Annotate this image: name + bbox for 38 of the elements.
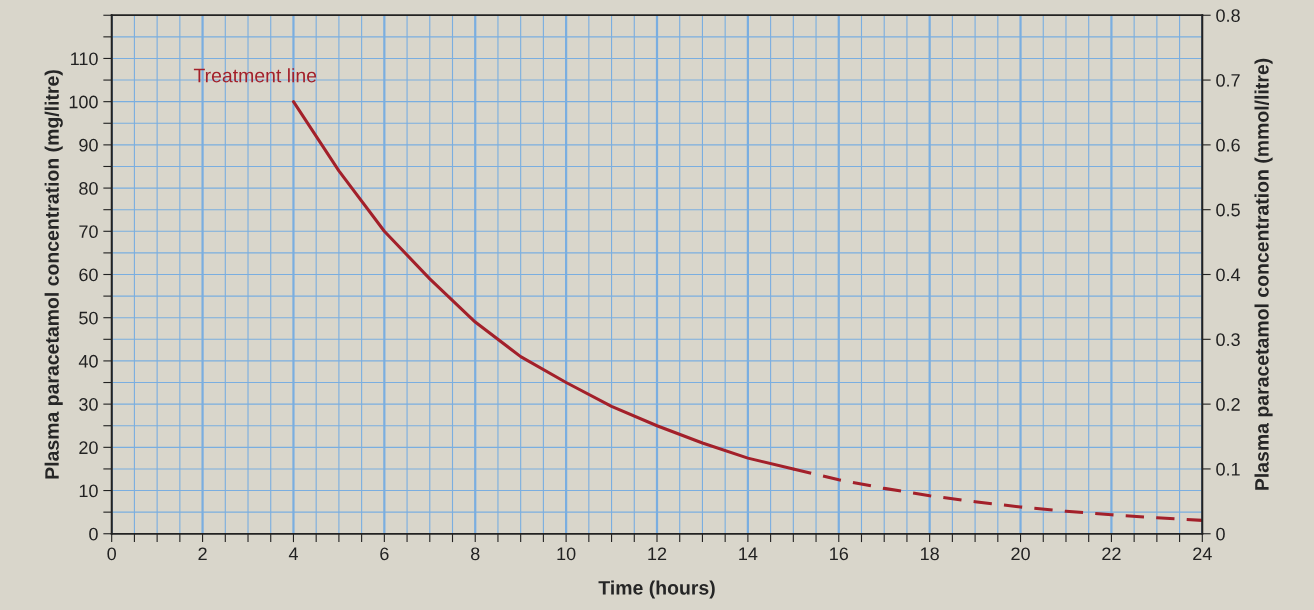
x-tick-label: 22 (1102, 547, 1121, 561)
y-tick-label: 0 (89, 527, 98, 541)
y-tick-label: 80 (79, 182, 98, 195)
y-tick-label: 40 (78, 354, 98, 368)
y-tick-label: 30 (79, 398, 98, 411)
x-tick-label: 0 (107, 547, 116, 561)
y2-tick-label: 0.1 (1216, 462, 1240, 476)
x-tick-label: 20 (1011, 547, 1030, 561)
y2-tick-label: 0 (1216, 527, 1225, 541)
y2-tick-label: 0.8 (1216, 9, 1240, 22)
y-tick-label: 90 (79, 138, 98, 152)
y2-tick-label: 0.3 (1216, 333, 1240, 347)
x-tick-label: 6 (380, 547, 389, 561)
x-tick-label: 4 (288, 547, 298, 561)
x-tick-label: 18 (920, 547, 939, 561)
y2-tick-label: 0.6 (1216, 138, 1240, 152)
x-tick-label: 16 (830, 547, 849, 561)
x-tick-label: 14 (739, 547, 758, 561)
y2-tick-label: 0.4 (1216, 268, 1241, 282)
y-tick-label: 110 (71, 52, 98, 66)
x-tick-label: 24 (1193, 547, 1212, 561)
x-tick-label: 2 (198, 547, 207, 561)
y-tick-label: 60 (79, 268, 98, 282)
y-tick-label: 10 (79, 484, 98, 498)
y-tick-label: 50 (79, 311, 98, 325)
x-tick-label: 10 (557, 547, 576, 561)
y2-tick-label: 0.2 (1216, 398, 1240, 411)
series-label: Treatment line (193, 68, 317, 83)
y2-axis-title: Plasma paracetamol concentration (mmol/litre) (1254, 58, 1273, 490)
y-tick-label: 70 (79, 225, 98, 239)
y-tick-label: 20 (79, 441, 98, 455)
y-tick-label: 100 (69, 95, 98, 109)
x-tick-label: 8 (470, 547, 480, 561)
x-axis-title: Time (hours) (598, 580, 715, 599)
x-tick-label: 12 (648, 547, 667, 561)
y2-tick-label: 0.5 (1216, 203, 1240, 217)
y2-tick-label: 0.7 (1216, 74, 1240, 87)
y-axis-title: Plasma paracetamol concentration (mg/litre) (44, 70, 63, 479)
